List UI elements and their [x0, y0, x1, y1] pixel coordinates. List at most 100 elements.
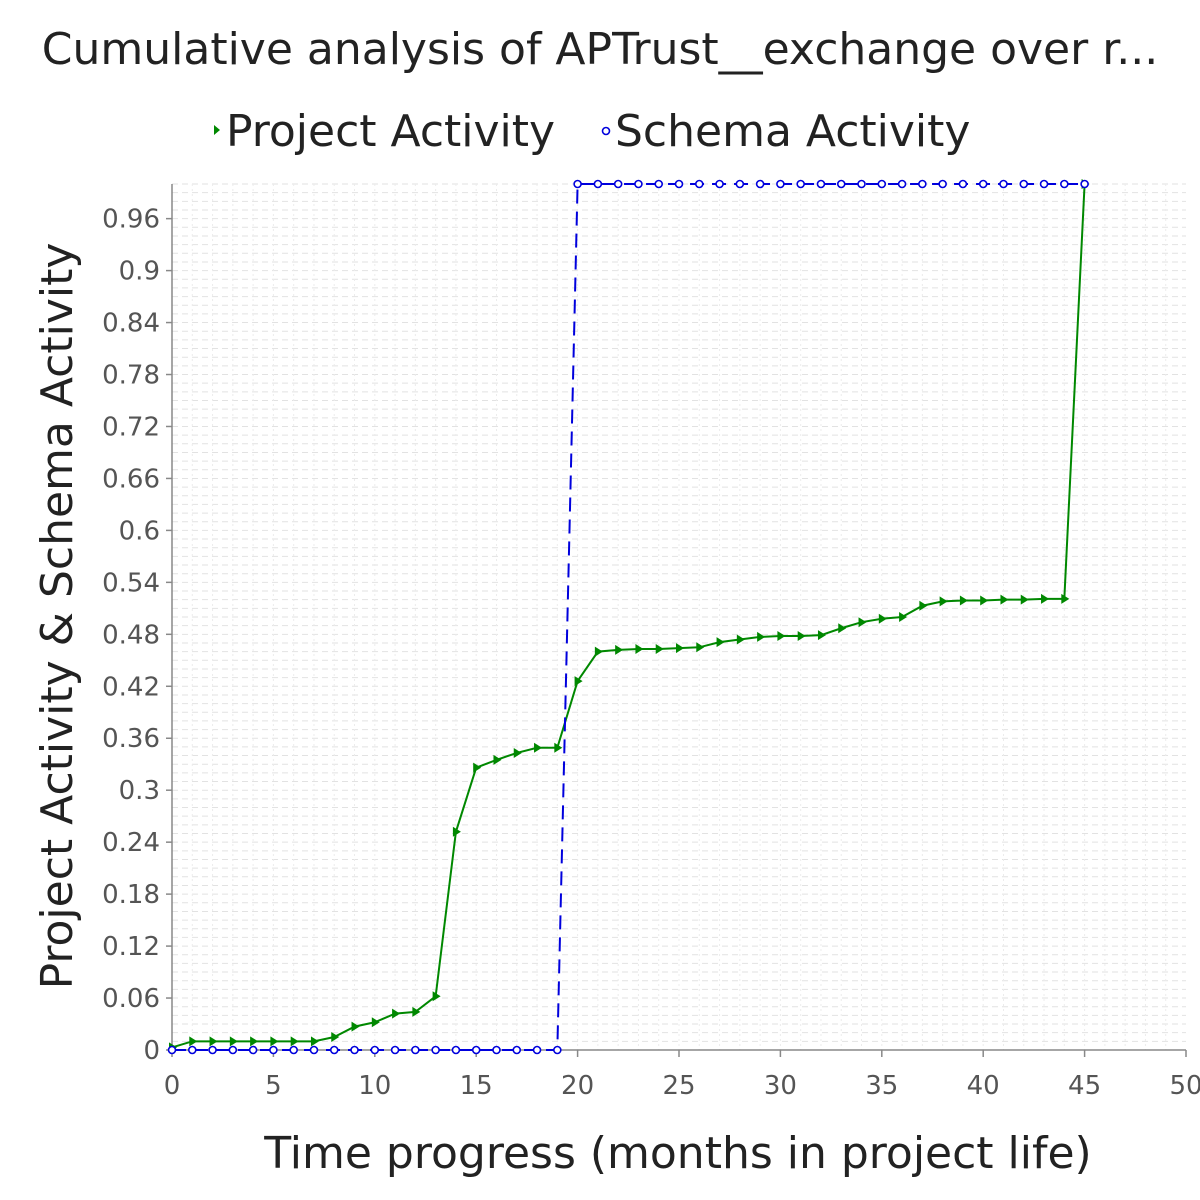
- data-point: [390, 1045, 400, 1055]
- data-point: [594, 646, 603, 657]
- data-point: [269, 1045, 278, 1055]
- y-axis-title: Project Activity & Schema Activity: [32, 243, 83, 990]
- data-point: [432, 991, 441, 1002]
- data-point: [1061, 593, 1070, 604]
- data-point: [554, 742, 563, 753]
- data-point: [189, 1036, 198, 1047]
- x-tick-label: 25: [662, 1071, 695, 1101]
- series-layer: [167, 179, 1090, 1055]
- data-point: [757, 631, 766, 642]
- data-point: [938, 179, 947, 189]
- x-tick-label: 10: [358, 1071, 391, 1101]
- y-tick-label: 0.72: [102, 412, 160, 442]
- x-tick-label: 5: [265, 1071, 282, 1101]
- data-point: [167, 1045, 177, 1055]
- data-point: [716, 637, 725, 648]
- x-tick-label: 50: [1169, 1071, 1200, 1101]
- data-point: [574, 676, 583, 687]
- y-tick-label: 0.12: [102, 932, 160, 962]
- y-tick-label: 0.24: [102, 828, 160, 858]
- data-point: [1039, 179, 1049, 189]
- y-tick-label: 0.96: [102, 205, 160, 235]
- data-point: [1060, 179, 1069, 189]
- data-point: [696, 642, 705, 653]
- data-point: [959, 595, 968, 606]
- data-point: [655, 644, 664, 655]
- y-tick-label: 0.06: [102, 984, 160, 1014]
- x-axis-title: Time progress (months in project life): [263, 1128, 1091, 1179]
- data-point: [1041, 593, 1050, 604]
- legend-label-project: Project Activity: [226, 106, 555, 157]
- x-tick-label: 40: [967, 1071, 1000, 1101]
- data-point: [776, 179, 785, 189]
- data-point: [350, 1045, 359, 1055]
- data-point: [431, 1045, 440, 1055]
- chart-title: Cumulative analysis of APTrust__exchange…: [42, 24, 1158, 75]
- data-point: [797, 631, 806, 642]
- y-tick-label: 0.9: [119, 257, 160, 287]
- data-point: [939, 596, 948, 607]
- data-point: [512, 1045, 522, 1055]
- data-point: [392, 1008, 401, 1019]
- data-point: [290, 1036, 299, 1047]
- data-point: [270, 1036, 279, 1047]
- data-point: [958, 179, 968, 189]
- data-point: [980, 595, 989, 606]
- data-point: [674, 179, 684, 189]
- data-point: [615, 644, 624, 655]
- data-point: [513, 747, 522, 758]
- data-point: [250, 1036, 259, 1047]
- data-point: [371, 1017, 380, 1028]
- ticks: 0 0.06 0.12 0.18 0.24 0.3 0.36 0.42 0.48 0.54 0.6 0…: [102, 205, 1200, 1101]
- x-tick-label: 20: [561, 1071, 594, 1101]
- data-point: [676, 643, 684, 654]
- data-point: [411, 1045, 420, 1055]
- y-tick-label: 0.66: [102, 464, 160, 494]
- data-point: [412, 1006, 421, 1017]
- data-point: [836, 179, 846, 189]
- data-point: [553, 1045, 562, 1055]
- data-point: [534, 742, 543, 753]
- data-point: [471, 1045, 481, 1055]
- data-point: [1000, 594, 1009, 605]
- data-point: [573, 179, 582, 189]
- data-point: [229, 1036, 238, 1047]
- legend-label-schema: Schema Activity: [615, 106, 970, 157]
- data-point: [370, 1045, 380, 1055]
- data-point: [187, 1045, 197, 1055]
- y-tick-label: 0.54: [102, 568, 160, 598]
- y-tick-label: 0: [143, 1036, 160, 1066]
- y-tick-label: 0.48: [102, 620, 160, 650]
- data-point: [452, 826, 461, 837]
- data-point: [735, 179, 745, 189]
- data-point: [857, 179, 866, 189]
- data-point: [1080, 179, 1089, 189]
- data-point: [473, 762, 482, 773]
- y-tick-label: 0.78: [102, 361, 160, 391]
- data-point: [593, 179, 603, 189]
- data-point: [329, 1045, 339, 1055]
- data-point: [877, 179, 887, 189]
- y-tick-label: 0.36: [102, 724, 160, 754]
- data-point: [208, 1045, 217, 1055]
- y-tick-label: 0.42: [102, 672, 160, 702]
- data-point: [838, 623, 847, 634]
- data-point: [635, 644, 644, 655]
- data-point: [1019, 179, 1029, 189]
- x-tick-label: 15: [460, 1071, 493, 1101]
- y-tick-label: 0.18: [102, 880, 160, 910]
- data-point: [493, 754, 502, 765]
- x-tick-label: 45: [1068, 1071, 1101, 1101]
- series-line: [172, 183, 1085, 1051]
- data-point: [919, 600, 928, 611]
- data-point: [492, 1045, 501, 1055]
- y-tick-label: 0.84: [102, 309, 160, 339]
- data-point: [351, 1021, 360, 1032]
- series-1: [167, 179, 1089, 1055]
- data-point: [736, 634, 745, 645]
- grid: [172, 183, 1186, 1050]
- data-point: [878, 613, 887, 624]
- data-point: [978, 179, 988, 189]
- data-point: [777, 631, 786, 642]
